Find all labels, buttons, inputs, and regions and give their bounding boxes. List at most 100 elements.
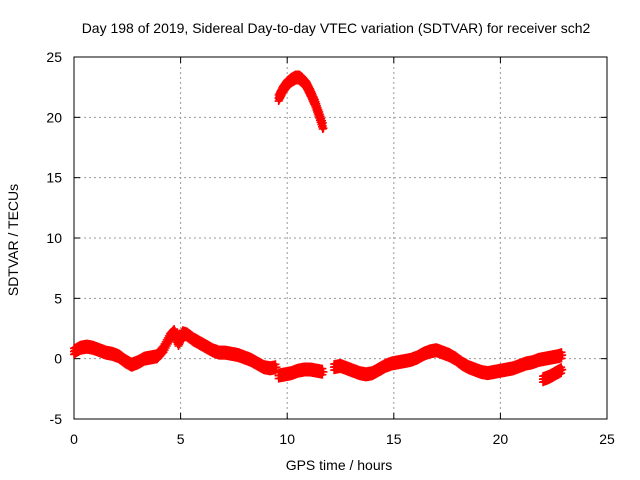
data-point — [515, 361, 524, 370]
data-point — [70, 347, 78, 356]
data-point — [306, 89, 315, 98]
data-point — [272, 363, 281, 372]
data-point — [82, 342, 91, 351]
data-point — [558, 365, 567, 374]
data-point — [202, 342, 211, 351]
data-point — [483, 369, 492, 378]
data-point — [240, 353, 249, 362]
series-1 — [70, 325, 281, 376]
data-point — [458, 359, 467, 368]
y-tick-label: 10 — [46, 230, 62, 246]
y-tick-label: 20 — [46, 109, 62, 125]
data-point — [278, 85, 287, 94]
data-point — [477, 367, 486, 376]
data-points — [70, 70, 567, 387]
data-point — [114, 352, 123, 361]
data-point — [381, 361, 390, 370]
data-point — [283, 79, 292, 88]
data-point — [349, 366, 358, 375]
data-point — [336, 361, 345, 370]
data-point — [406, 355, 415, 364]
data-point — [274, 94, 283, 103]
data-point — [313, 366, 322, 375]
axis-ticks: 0 5 10 15 20 25 -5 0 5 10 15 20 25 — [46, 49, 615, 447]
data-point — [246, 355, 255, 364]
data-point — [170, 328, 179, 337]
x-tick-label: 25 — [599, 431, 615, 447]
data-point — [413, 353, 422, 362]
data-point — [547, 353, 556, 362]
data-point — [274, 371, 283, 380]
data-point — [319, 124, 328, 133]
data-point — [553, 352, 562, 361]
data-point — [355, 369, 364, 378]
x-tick-label: 0 — [70, 431, 78, 447]
data-point — [394, 358, 403, 367]
data-point — [253, 359, 262, 368]
data-point — [108, 349, 117, 358]
data-point — [342, 364, 351, 373]
data-point — [534, 355, 543, 364]
data-point — [287, 75, 296, 84]
data-point — [426, 347, 435, 356]
data-point — [95, 346, 104, 355]
data-point — [298, 75, 307, 84]
data-point — [464, 363, 473, 372]
data-point — [470, 365, 479, 374]
data-point — [208, 346, 217, 355]
data-point — [146, 353, 155, 362]
data-point — [362, 370, 371, 379]
x-tick-label: 20 — [493, 431, 509, 447]
chart-title: Day 198 of 2019, Sidereal Day-to-day VTE… — [82, 20, 591, 36]
data-point — [121, 357, 130, 366]
y-tick-label: 25 — [46, 49, 62, 65]
data-point — [368, 369, 377, 378]
data-point — [509, 364, 518, 373]
y-tick-label: 0 — [54, 351, 62, 367]
y-tick-label: -5 — [50, 411, 63, 427]
data-point — [445, 351, 454, 360]
series-2 — [274, 70, 328, 133]
y-axis-label: SDTVAR / TECUs — [5, 184, 21, 296]
data-point — [127, 360, 136, 369]
data-point — [490, 367, 499, 376]
data-point — [315, 110, 324, 119]
series-4 — [330, 343, 567, 382]
data-point — [195, 338, 204, 347]
data-point — [539, 375, 548, 384]
data-point — [558, 351, 567, 360]
data-point — [101, 348, 110, 357]
data-point — [234, 351, 243, 360]
grid-layer — [74, 57, 607, 419]
data-point — [432, 346, 441, 355]
data-point — [419, 349, 428, 358]
data-point — [319, 367, 328, 376]
x-axis-label: GPS time / hours — [286, 457, 393, 473]
data-point — [400, 357, 409, 366]
data-point — [174, 338, 183, 347]
data-point — [521, 359, 530, 368]
x-tick-label: 5 — [177, 431, 185, 447]
data-point — [496, 366, 505, 375]
data-point — [310, 98, 319, 107]
data-point — [266, 364, 275, 373]
data-point — [502, 365, 511, 374]
data-point — [451, 354, 460, 363]
data-point — [330, 363, 339, 372]
data-point — [287, 369, 296, 378]
data-point — [438, 348, 447, 357]
y-tick-label: 5 — [54, 290, 62, 306]
data-point — [281, 370, 290, 379]
series-3 — [274, 362, 328, 383]
x-tick-label: 10 — [279, 431, 295, 447]
data-point — [306, 365, 315, 374]
data-point — [182, 330, 191, 339]
series-5 — [539, 363, 567, 387]
data-point — [374, 365, 383, 374]
data-point — [153, 352, 162, 361]
data-point — [221, 348, 230, 357]
x-tick-label: 15 — [386, 431, 402, 447]
data-point — [387, 359, 396, 368]
